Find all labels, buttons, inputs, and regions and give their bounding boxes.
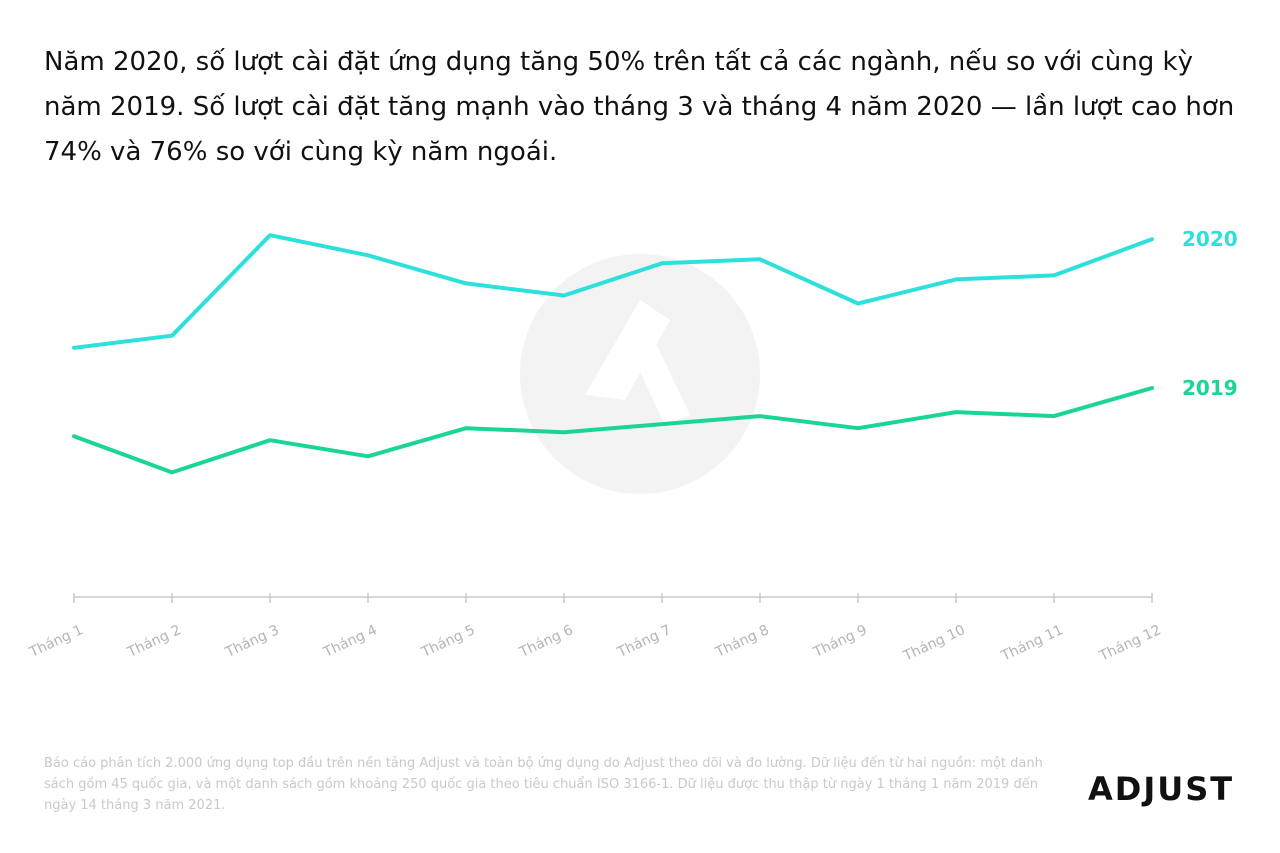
x-tick-label: Tháng 8 [712, 622, 771, 661]
x-tick-label: Tháng 9 [810, 622, 869, 661]
series-line-2020 [72, 233, 1154, 350]
x-tick-label: Tháng 11 [998, 622, 1066, 665]
series-label-2019: 2019 [1182, 376, 1238, 400]
x-tick-label: Tháng 2 [124, 622, 183, 661]
series-label-2020: 2020 [1182, 227, 1238, 251]
x-tick-label: Tháng 7 [614, 622, 673, 661]
x-tick-label: Tháng 5 [418, 622, 477, 661]
x-tick-label: Tháng 1 [26, 622, 85, 661]
watermark-logo [520, 254, 760, 494]
x-tick-label: Tháng 10 [900, 622, 968, 665]
watermark-circle [520, 254, 760, 494]
adjust-logo: ADJUST [1088, 770, 1235, 808]
headline: Năm 2020, số lượt cài đặt ứng dụng tăng … [44, 47, 1235, 167]
footnote: Báo cáo phân tích 2.000 ứng dụng top đầu… [44, 756, 1043, 813]
x-tick-label: Tháng 12 [1096, 622, 1164, 665]
x-tick-label: Tháng 3 [222, 622, 281, 661]
x-tick-label: Tháng 4 [320, 622, 380, 661]
watermark-glyph [585, 300, 690, 425]
x-tick-label: Tháng 6 [516, 622, 576, 661]
series-line-2019 [72, 386, 1154, 475]
